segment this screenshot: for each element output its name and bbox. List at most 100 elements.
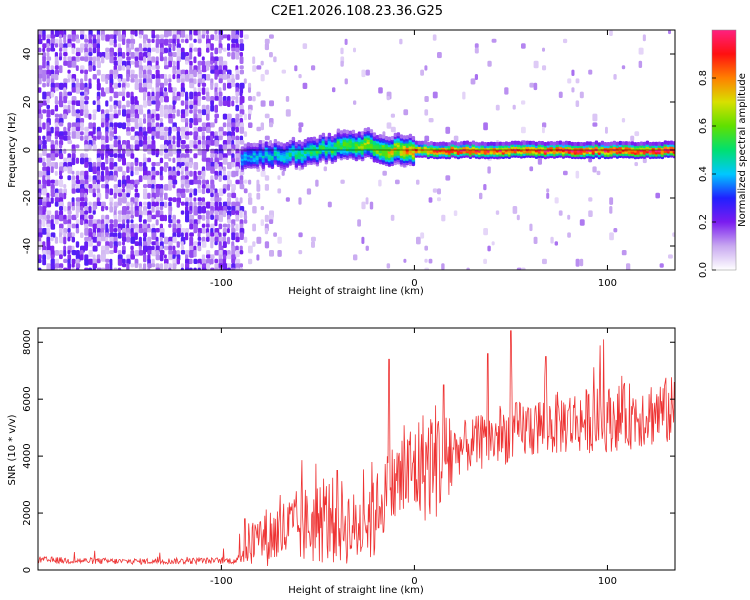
spectrogram-cell (235, 197, 239, 203)
spectrogram-cell (638, 60, 643, 68)
spectrogram-cell (189, 192, 193, 198)
spectrogram-cell (197, 148, 203, 156)
spectrogram-cell (143, 131, 148, 137)
spectrogram-cell (285, 96, 290, 102)
spectrogram-cell (302, 43, 308, 49)
spectrogram-cell (63, 87, 67, 93)
spectrogram-cell (218, 197, 222, 202)
spectrogram-cell (483, 184, 487, 191)
spectrogram-cell (218, 47, 222, 54)
spectrogram-cell (260, 100, 266, 107)
spectrogram-trace-cell (291, 136, 296, 142)
spectrogram-cell (151, 56, 156, 63)
spectrogram-trace-cell (264, 141, 269, 146)
spectrogram-cell (239, 206, 245, 212)
spectrogram-cell (235, 34, 239, 40)
spectrogram-cell (71, 47, 75, 55)
spectrogram-cell (38, 201, 42, 206)
spectrogram-cell (168, 184, 172, 191)
spectrogram-cell (197, 100, 201, 107)
spectrogram-cell (88, 214, 94, 220)
spectrogram-cell (147, 184, 153, 188)
spectrogram-cell (214, 30, 218, 35)
spectrogram-cell (50, 197, 54, 204)
spectrogram-cell (218, 175, 222, 182)
spectrogram-cell (101, 166, 106, 171)
spectrogram-cell (390, 113, 395, 118)
spectrogram-cell (332, 87, 336, 93)
spectrogram-trace-cell (300, 141, 305, 146)
spectrogram-cell (168, 197, 173, 202)
spectrogram-cell (88, 188, 94, 193)
spectrogram-cell (126, 118, 131, 123)
spectrogram-cell (88, 113, 92, 120)
spectrogram-cell (201, 241, 207, 248)
spectrogram-cell (474, 43, 479, 49)
spectrogram-cell (357, 219, 361, 227)
spectrogram-cell (218, 206, 224, 211)
spectrogram-cell (214, 214, 219, 221)
spectrogram-cell (222, 254, 227, 261)
spectrogram-cell (38, 78, 42, 85)
spectrogram-cell (46, 245, 52, 251)
spectrogram-cell (38, 170, 43, 178)
spectrogram-cell (210, 104, 215, 112)
spectrogram-cell (109, 34, 115, 39)
spectrogram-cell (84, 223, 89, 230)
spectrogram-cell (75, 131, 81, 139)
spectrogram-cell (176, 166, 180, 172)
spectrogram-trace-cell (444, 142, 449, 147)
spectrogram-cell (579, 91, 584, 99)
spectrogram-cell (470, 78, 476, 85)
colorbar-tick-label: 0.0 (698, 262, 709, 278)
spectrogram-cell (46, 82, 50, 87)
spectrogram-cell (75, 157, 80, 164)
spectrogram-cell (80, 100, 85, 106)
spectrogram-cell (479, 192, 483, 200)
spectrogram-cell (210, 223, 215, 229)
spectrogram-cell (42, 56, 46, 63)
spectrogram-trace-cell (387, 136, 392, 141)
spectrogram-cell (38, 241, 43, 247)
spectrogram-cell (109, 153, 114, 158)
spectrogram-cell (243, 219, 248, 224)
spectrogram-cell (109, 267, 113, 270)
spectrogram-cell (193, 250, 197, 258)
spectrogram-cell (63, 131, 69, 136)
spectrogram-cell (101, 135, 105, 141)
spectrogram-cell (159, 201, 165, 207)
spectrogram-cell (75, 65, 79, 71)
spectrogram-cell (134, 60, 140, 68)
spectrogram-cell (42, 34, 46, 41)
spectrogram-cell (537, 157, 542, 165)
spectrogram-cell (117, 78, 122, 83)
spectrogram-cell (168, 60, 172, 68)
spectrogram-cell (84, 184, 89, 188)
spectrogram-cell (71, 122, 77, 128)
spectrogram-cell (59, 175, 63, 180)
spectrogram-cell (172, 109, 176, 114)
x-tick-label: 0 (411, 576, 417, 587)
spectrogram-cell (101, 175, 105, 182)
spectrogram-cell (67, 122, 72, 129)
spectrogram-cell (298, 122, 304, 128)
spectrogram-trace-cell (372, 132, 377, 137)
spectrogram-cell (67, 78, 71, 83)
spectrogram-cell (54, 197, 60, 203)
spectrogram-cell (147, 91, 151, 97)
spectrogram-cell (59, 82, 64, 90)
spectrogram-cell (113, 30, 119, 36)
spectrogram-cell (193, 228, 198, 234)
spectrogram-cell (327, 201, 332, 208)
spectrogram-cell (143, 232, 148, 238)
spectrogram-cell (138, 228, 144, 234)
spectrogram-trace-cell (351, 129, 356, 134)
spectrogram-cell (151, 47, 156, 52)
spectrogram-cell (147, 192, 151, 199)
spectrogram-cell (50, 78, 55, 84)
spectrogram-cell (75, 118, 81, 124)
spectrogram-cell (315, 179, 319, 187)
spectrogram-cell (164, 245, 169, 251)
spectrogram-cell (113, 43, 117, 48)
spectrogram-trace-cell (255, 143, 260, 148)
